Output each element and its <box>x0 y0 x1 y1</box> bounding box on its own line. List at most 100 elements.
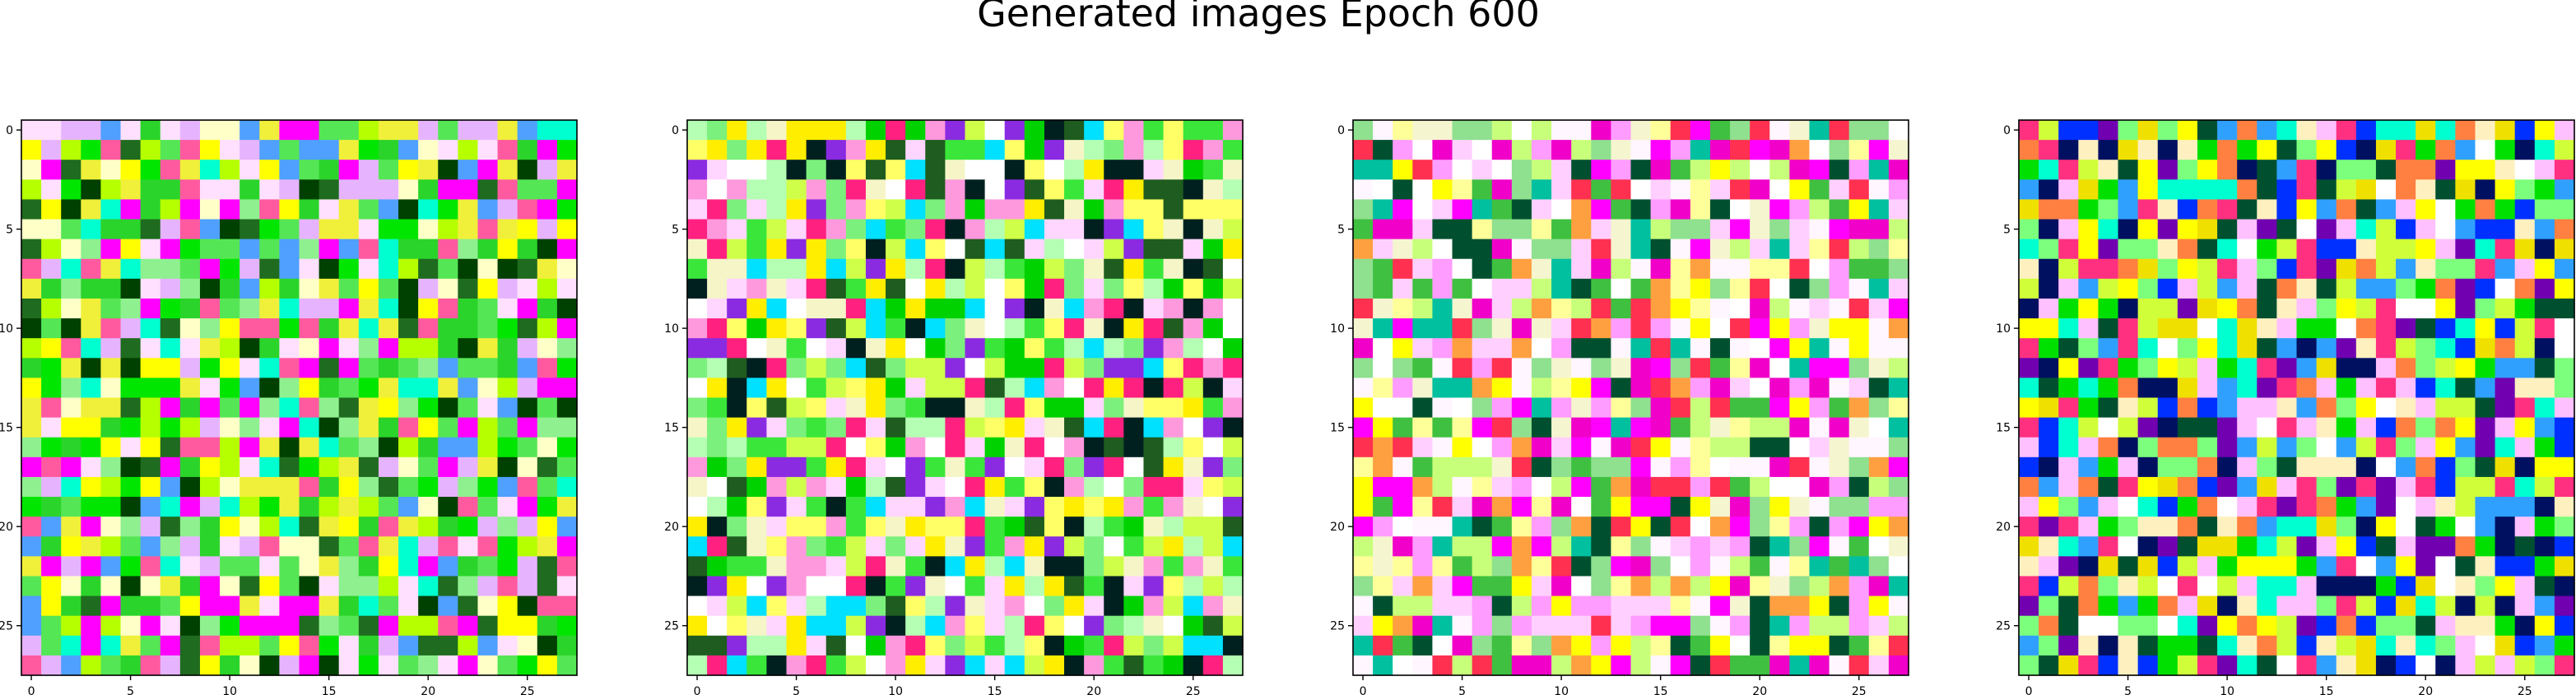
pixel <box>537 358 558 378</box>
pixel <box>319 358 340 378</box>
pixel <box>965 517 986 537</box>
pixel <box>179 556 201 577</box>
pixel <box>1202 437 1224 458</box>
x-tick-label: 15 <box>1653 685 1668 695</box>
pixel <box>865 536 886 557</box>
pixel <box>2058 595 2079 617</box>
pixel <box>2276 417 2298 438</box>
pixel <box>825 358 847 378</box>
pixel <box>1591 378 1611 399</box>
pixel <box>865 338 886 359</box>
pixel <box>120 556 142 577</box>
pixel <box>1202 456 1224 478</box>
pixel <box>1491 456 1513 478</box>
pixel <box>259 179 280 201</box>
pixel <box>299 536 320 557</box>
pixel <box>378 635 399 656</box>
pixel <box>21 378 42 399</box>
pixel <box>338 219 360 240</box>
pixel <box>1709 417 1731 438</box>
pixel <box>358 556 379 577</box>
pixel <box>477 199 499 220</box>
pixel <box>239 456 260 478</box>
pixel <box>299 258 320 280</box>
pixel <box>945 556 966 577</box>
pixel <box>1412 278 1434 299</box>
pixel <box>2137 219 2159 240</box>
pixel <box>806 615 827 637</box>
pixel <box>2217 635 2238 656</box>
pixel <box>1809 219 1830 240</box>
pixel <box>1848 536 1870 557</box>
pixel <box>1730 397 1751 419</box>
pixel <box>1650 536 1672 557</box>
pixel <box>2316 239 2337 260</box>
pixel <box>2098 456 2119 478</box>
pixel <box>338 536 360 557</box>
pixel <box>2019 615 2039 637</box>
pixel <box>1163 456 1184 478</box>
pixel <box>458 576 479 597</box>
pixel <box>279 556 300 577</box>
pixel <box>2416 278 2436 299</box>
pixel <box>2197 219 2218 240</box>
pixel <box>1670 140 1691 160</box>
pixel <box>965 298 986 319</box>
pixel <box>477 338 499 359</box>
pixel <box>438 219 458 240</box>
pixel <box>1373 179 1393 201</box>
pixel <box>2554 556 2575 577</box>
pixel <box>2554 219 2575 240</box>
pixel <box>160 437 181 458</box>
pixel <box>1024 595 1045 617</box>
pixel <box>1591 437 1611 458</box>
pixel <box>1044 397 1065 419</box>
pixel <box>179 298 201 319</box>
pixel <box>2118 140 2139 160</box>
pixel <box>1044 258 1065 280</box>
pixel <box>1709 655 1731 676</box>
pixel <box>2375 556 2397 577</box>
pixel <box>1044 358 1065 378</box>
pixel <box>1491 615 1513 637</box>
pixel <box>319 140 340 160</box>
pixel <box>497 378 518 399</box>
pixel <box>120 298 142 319</box>
pixel <box>1084 437 1104 458</box>
pixel <box>160 199 181 220</box>
pixel <box>786 595 807 617</box>
pixel <box>338 179 360 201</box>
pixel <box>1202 358 1224 378</box>
pixel <box>1551 437 1572 458</box>
pixel <box>2534 456 2555 478</box>
pixel <box>1551 576 1572 597</box>
pixel <box>2276 397 2298 419</box>
pixel <box>2157 456 2178 478</box>
pixel <box>2078 456 2099 478</box>
pixel <box>199 476 221 498</box>
pixel <box>1789 278 1811 299</box>
pixel <box>886 437 906 458</box>
pixel <box>100 517 122 537</box>
pixel <box>2475 497 2496 517</box>
pixel <box>338 160 360 180</box>
pixel <box>477 497 499 517</box>
pixel <box>2355 140 2377 160</box>
pixel <box>1412 199 1434 220</box>
pixel <box>199 437 221 458</box>
pixel <box>1412 140 1434 160</box>
pixel <box>2514 615 2536 637</box>
pixel <box>1491 378 1513 399</box>
pixel <box>100 358 122 378</box>
pixel <box>2137 179 2159 201</box>
pixel <box>984 278 1006 299</box>
pixel <box>2375 318 2397 339</box>
pixel <box>845 278 867 299</box>
pixel <box>2416 358 2436 378</box>
pixel <box>2039 536 2059 557</box>
pixel <box>517 615 538 637</box>
pixel <box>1511 358 1532 378</box>
pixel <box>1353 517 1374 537</box>
pixel <box>1709 536 1731 557</box>
pixel <box>160 417 181 438</box>
